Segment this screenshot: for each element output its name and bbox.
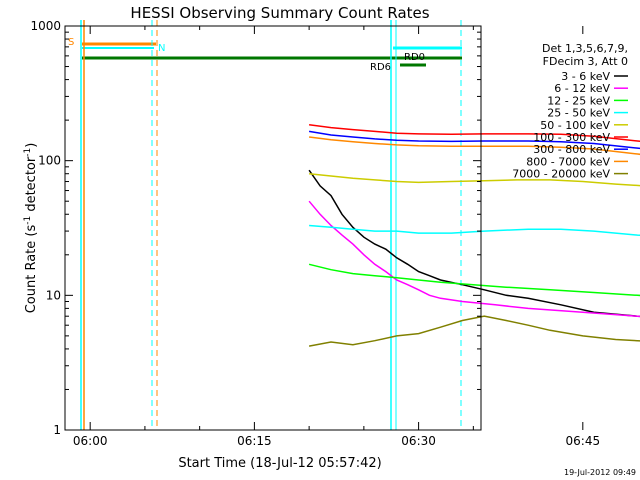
legend-label-3: 25 - 50 keV xyxy=(547,107,610,120)
legend-header-line-2: FDecim 3, Att 0 xyxy=(543,55,628,68)
legend-label-2: 12 - 25 keV xyxy=(547,94,610,107)
series-line-0 xyxy=(308,169,640,318)
y-axis-label-main: Count Rate (s xyxy=(24,225,39,314)
legend-label-6: 300 - 800 keV xyxy=(533,143,610,156)
series-line-8 xyxy=(308,315,640,347)
y-axis-label: Count Rate (s-1 detector-1) xyxy=(23,143,39,314)
series-line-1 xyxy=(308,200,640,318)
plot-frame xyxy=(64,25,482,431)
legend-label-7: 800 - 7000 keV xyxy=(526,155,610,168)
legend-label-5: 100 - 300 keV xyxy=(533,131,610,144)
y-tick-label-3: 1000 xyxy=(30,19,61,33)
legend-label-4: 50 - 100 keV xyxy=(540,119,610,132)
rd6-label: RD6 xyxy=(370,62,391,73)
legend-label-0: 3 - 6 keV xyxy=(561,70,610,83)
n-label: N xyxy=(158,43,165,54)
legend-label-1: 6 - 12 keV xyxy=(554,82,610,95)
legend-label-8: 7000 - 20000 keV xyxy=(512,168,610,181)
series-layer xyxy=(308,123,640,347)
legend: Det 1,3,5,6,7,9, FDecim 3, Att 0 3 - 6 k… xyxy=(512,42,628,181)
x-tick-label-1: 06:15 xyxy=(237,434,272,448)
y-axis-label-mid: detector xyxy=(24,156,39,216)
footer-timestamp: 19-Jul-2012 09:49 xyxy=(564,468,636,477)
x-tick-label-3: 06:45 xyxy=(566,434,601,448)
y-axis-label-end: ) xyxy=(24,143,39,148)
y-tick-label-0: 1 xyxy=(53,423,61,437)
y-tick-label-1: 10 xyxy=(46,288,61,302)
series-line-4 xyxy=(309,172,640,187)
x-axis-label: Start Time (18-Jul-12 05:57:42) xyxy=(178,456,381,471)
annotation-layer: S N RD0 RD6 xyxy=(68,20,462,430)
series-line-6 xyxy=(308,130,640,150)
s-label: S xyxy=(68,37,74,48)
y-axis-label-sup2: -1 xyxy=(23,148,33,157)
chart-title: HESSI Observing Summary Count Rates xyxy=(130,4,429,22)
y-axis-label-sup1: -1 xyxy=(23,216,33,225)
series-line-3 xyxy=(309,224,640,236)
series-line-2 xyxy=(308,263,640,297)
series-line-5 xyxy=(309,123,640,142)
y-tick-label-2: 100 xyxy=(38,154,61,168)
x-tick-label-0: 06:00 xyxy=(73,434,108,448)
rd0-label: RD0 xyxy=(404,52,425,63)
x-tick-label-2: 06:30 xyxy=(401,434,436,448)
series-line-7 xyxy=(309,136,640,156)
legend-header-line-1: Det 1,3,5,6,7,9, xyxy=(542,42,628,55)
tick-layer: 06:0006:1506:3006:4507:0007:1507:3011010… xyxy=(30,19,601,448)
